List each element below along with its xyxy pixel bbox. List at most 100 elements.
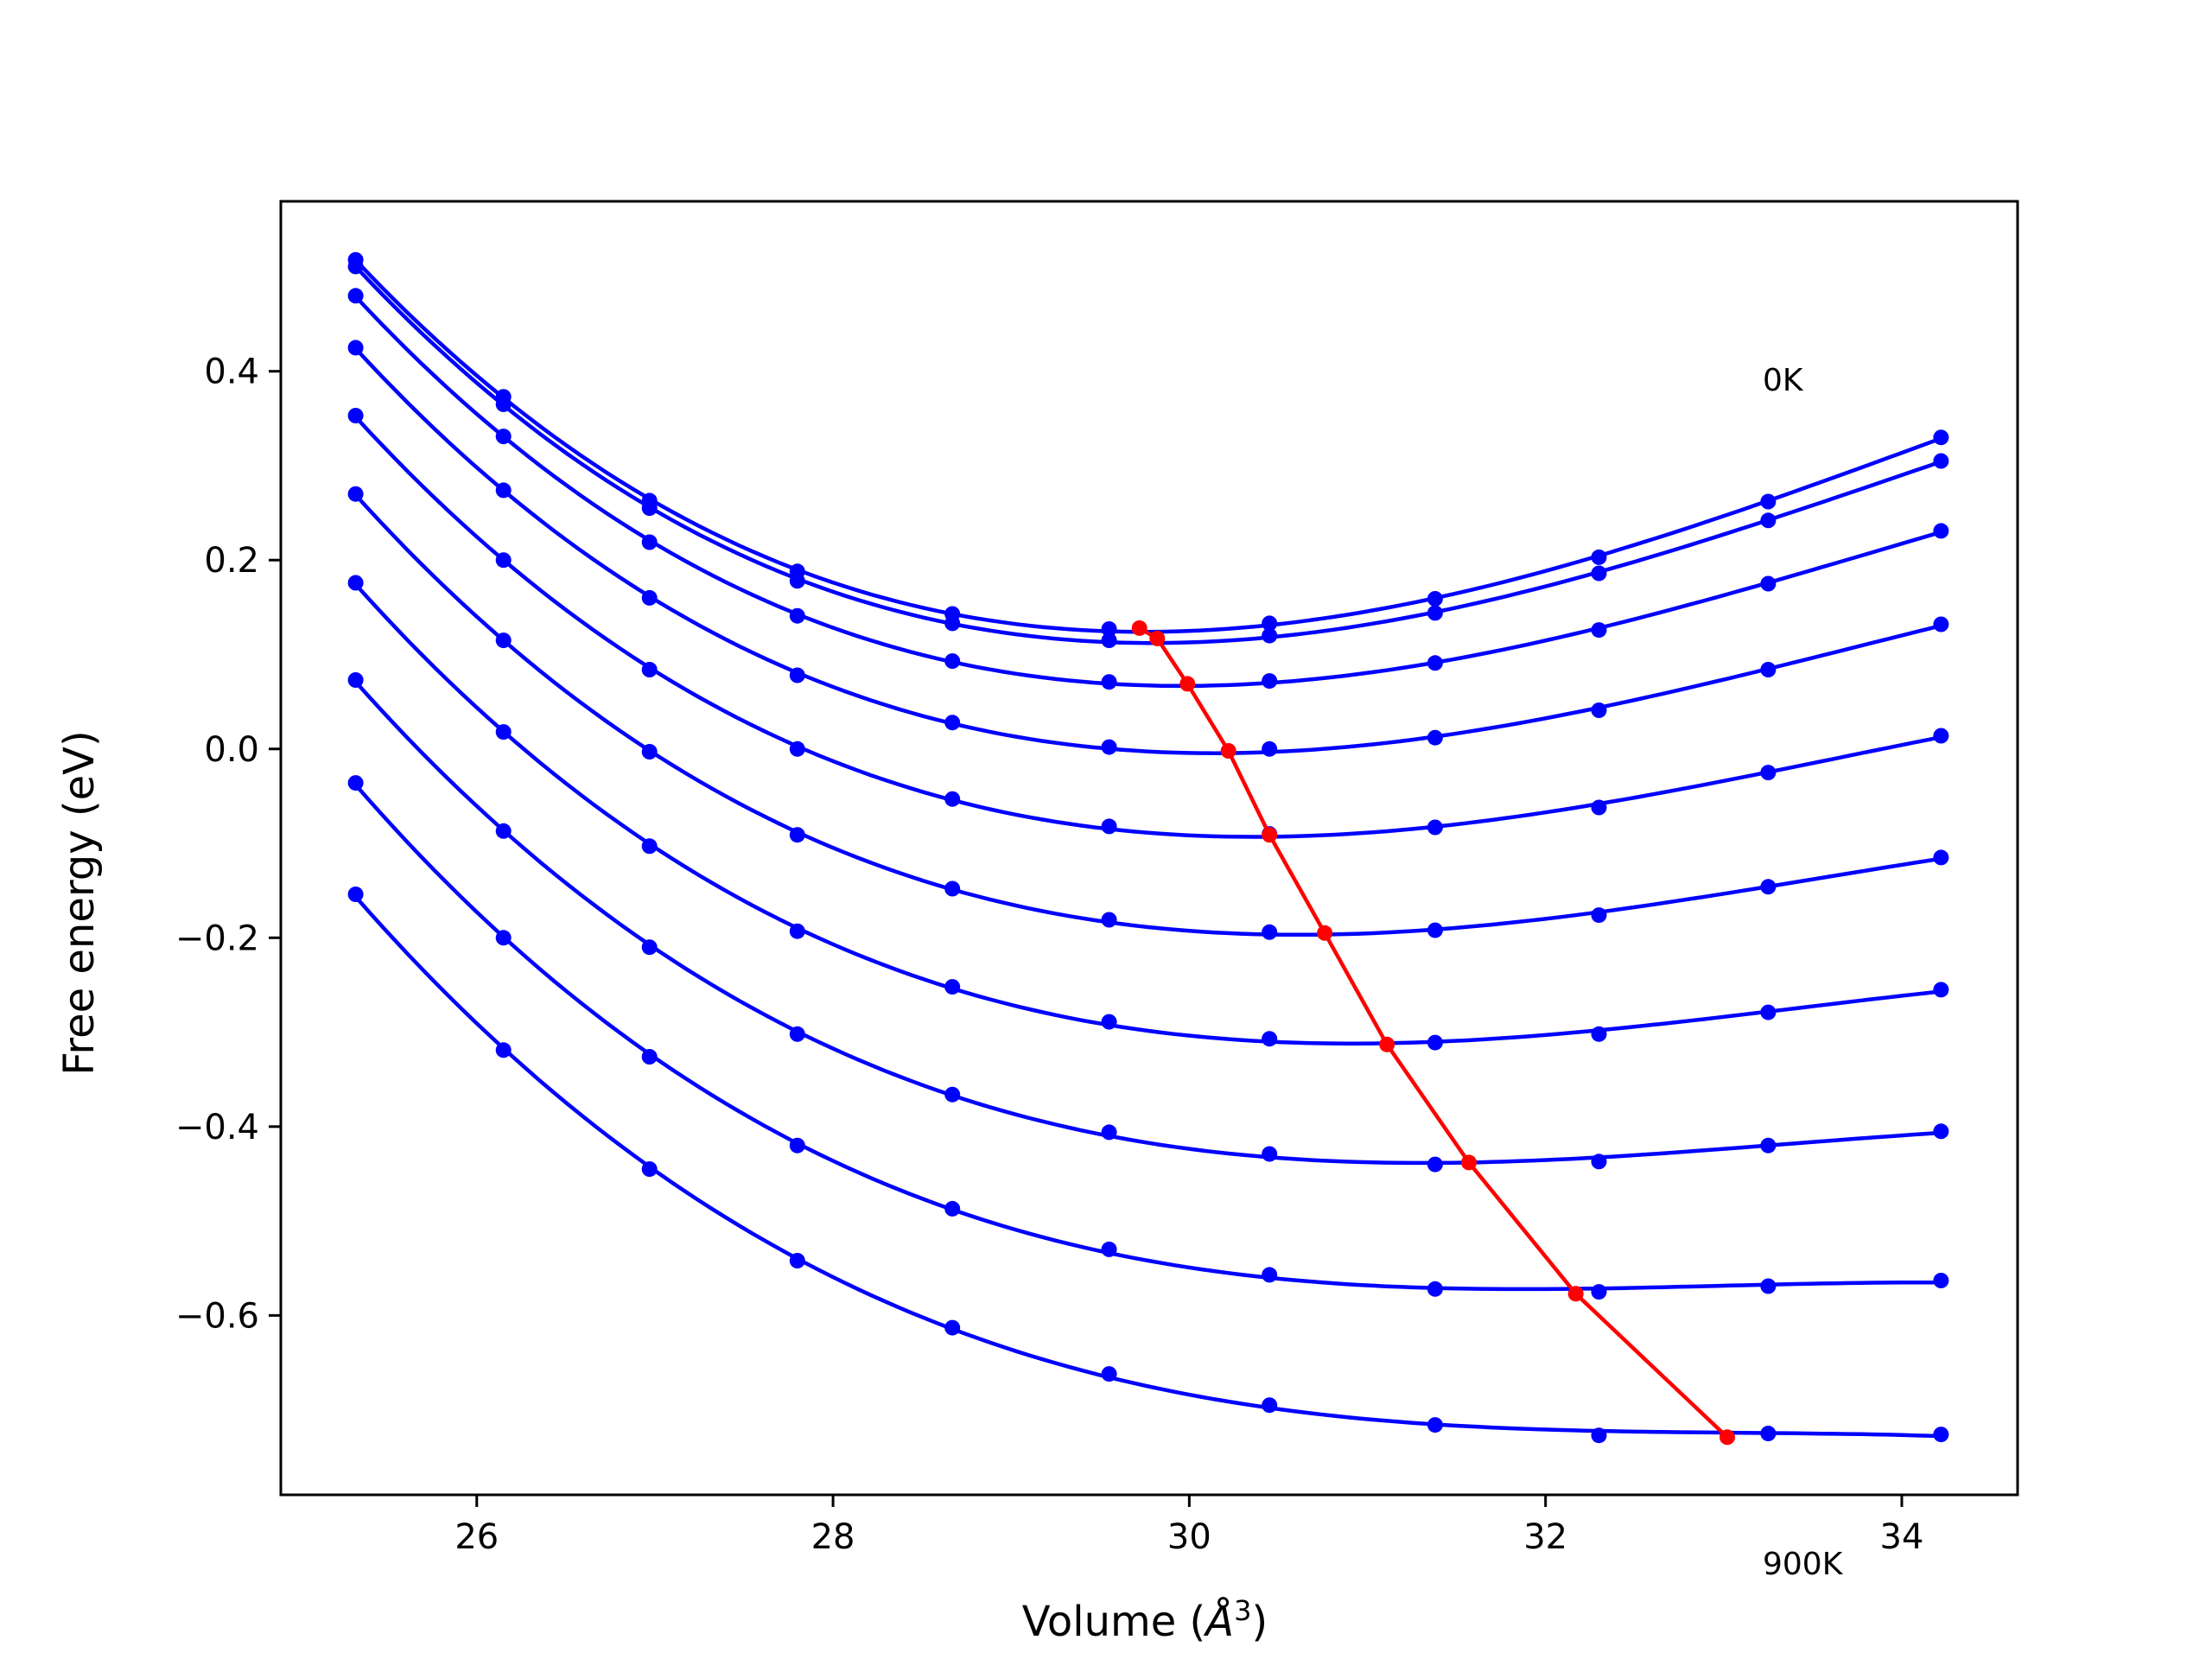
data-point-9-4 <box>944 1319 961 1336</box>
data-point-4-4 <box>944 791 961 807</box>
data-point-3-5 <box>1101 739 1117 755</box>
y-tick-label: −0.6 <box>175 1296 259 1336</box>
y-axis-label: Free energy (eV) <box>55 730 104 1075</box>
data-point-7-8 <box>1591 1154 1607 1170</box>
minimum-point-4 <box>1262 827 1278 843</box>
y-tick-label: 0.2 <box>204 541 259 581</box>
data-point-1-6 <box>1262 627 1278 644</box>
data-point-3-6 <box>1262 741 1278 757</box>
data-point-8-9 <box>1760 1278 1777 1294</box>
data-point-0-10 <box>1933 429 1949 446</box>
data-point-1-5 <box>1101 632 1117 649</box>
data-point-4-0 <box>347 408 364 423</box>
data-point-3-3 <box>789 667 805 683</box>
data-point-9-1 <box>495 1042 512 1058</box>
minimum-point-3 <box>1220 743 1236 759</box>
data-point-6-10 <box>1933 982 1949 998</box>
energy-curve-4 <box>353 415 1942 839</box>
minimum-point-0 <box>1131 620 1147 636</box>
data-point-3-9 <box>1760 662 1777 677</box>
minimum-point-1 <box>1149 630 1166 646</box>
data-point-0-8 <box>1591 549 1607 565</box>
data-point-4-10 <box>1933 728 1949 744</box>
annotation-0k: 0K <box>1763 363 1804 398</box>
data-point-5-4 <box>944 880 961 897</box>
x-tick-label: 32 <box>1523 1517 1567 1557</box>
minimum-point-9 <box>1719 1429 1735 1446</box>
data-point-5-8 <box>1591 907 1607 924</box>
minimum-point-8 <box>1567 1286 1584 1302</box>
data-point-5-1 <box>495 632 512 649</box>
data-point-9-5 <box>1101 1366 1117 1382</box>
data-point-7-6 <box>1262 1146 1278 1162</box>
data-point-5-10 <box>1933 849 1949 866</box>
data-point-4-2 <box>641 662 658 677</box>
data-point-8-3 <box>789 1137 805 1154</box>
data-point-7-4 <box>944 1086 961 1103</box>
y-tick-label: 0.4 <box>204 353 259 392</box>
data-point-5-3 <box>789 827 805 843</box>
data-point-9-0 <box>347 887 364 902</box>
minimum-point-5 <box>1317 925 1333 941</box>
energy-curve-7 <box>353 680 1942 1166</box>
y-tick-label: 0.0 <box>204 730 259 770</box>
data-point-1-9 <box>1760 512 1777 529</box>
energy-curve-3 <box>353 346 1942 755</box>
data-point-3-4 <box>944 715 961 731</box>
data-point-8-4 <box>944 1200 961 1217</box>
data-point-2-3 <box>789 607 805 624</box>
data-point-6-8 <box>1591 1026 1607 1042</box>
energy-curve-6 <box>353 582 1942 1046</box>
data-point-7-0 <box>347 672 364 688</box>
data-point-9-3 <box>789 1253 805 1268</box>
data-point-7-1 <box>495 823 512 839</box>
data-point-8-7 <box>1427 1281 1443 1297</box>
curves-layer <box>347 251 1949 1444</box>
data-point-4-8 <box>1591 799 1607 816</box>
data-point-2-6 <box>1262 673 1278 690</box>
data-point-7-3 <box>789 1026 805 1042</box>
data-point-9-8 <box>1591 1427 1607 1444</box>
data-point-9-10 <box>1933 1427 1949 1443</box>
energy-curve-2 <box>353 295 1942 689</box>
data-point-1-1 <box>495 396 512 412</box>
data-point-6-0 <box>347 575 364 591</box>
data-point-6-2 <box>641 838 658 855</box>
y-tick-label: −0.2 <box>175 918 259 958</box>
minimum-point-2 <box>1179 676 1196 692</box>
data-point-7-9 <box>1760 1137 1777 1154</box>
data-point-8-10 <box>1933 1273 1949 1288</box>
data-point-4-3 <box>789 741 805 757</box>
y-tick-label: −0.4 <box>175 1108 259 1147</box>
data-point-6-6 <box>1262 1031 1278 1047</box>
data-point-5-6 <box>1262 924 1278 940</box>
data-point-9-2 <box>641 1161 658 1177</box>
data-point-7-10 <box>1933 1123 1949 1140</box>
data-point-2-9 <box>1760 575 1777 592</box>
annotation-900k: 900K <box>1763 1547 1844 1582</box>
data-point-3-1 <box>495 482 512 499</box>
plot-frame <box>279 200 2019 1497</box>
data-point-3-7 <box>1427 729 1443 746</box>
data-point-2-7 <box>1427 655 1443 671</box>
data-point-8-6 <box>1262 1267 1278 1283</box>
data-point-4-5 <box>1101 818 1117 835</box>
data-point-5-0 <box>347 486 364 502</box>
y-axis-ticks: −0.6 −0.4 −0.2 0.0 0.2 0.4 <box>175 353 281 1336</box>
data-point-1-3 <box>789 573 805 589</box>
data-point-3-10 <box>1933 616 1949 632</box>
data-point-1-10 <box>1933 453 1949 469</box>
data-point-6-7 <box>1427 1034 1443 1051</box>
data-point-9-7 <box>1427 1417 1443 1433</box>
data-point-8-0 <box>347 775 364 791</box>
data-point-2-10 <box>1933 523 1949 539</box>
data-point-3-2 <box>641 589 658 606</box>
data-point-5-2 <box>641 744 658 760</box>
data-point-0-5 <box>1101 621 1117 637</box>
minimum-point-7 <box>1461 1154 1477 1171</box>
data-point-9-9 <box>1760 1426 1777 1441</box>
data-point-8-1 <box>495 930 512 946</box>
data-point-6-9 <box>1760 1004 1777 1020</box>
minimum-point-6 <box>1379 1036 1395 1052</box>
energy-curve-9 <box>353 895 1942 1439</box>
